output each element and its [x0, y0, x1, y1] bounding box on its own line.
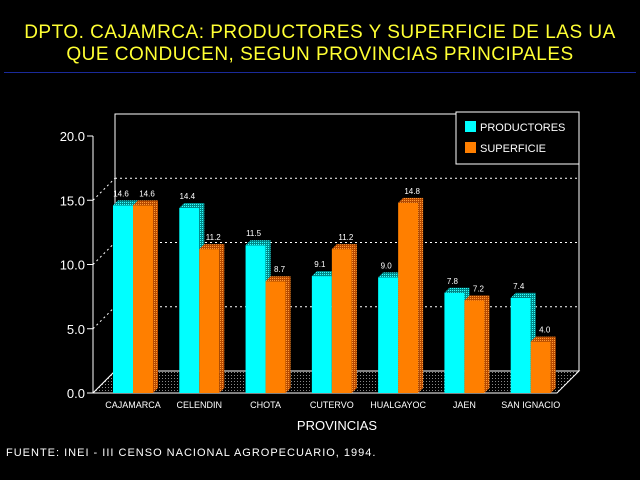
- bar-superficie: [199, 249, 220, 393]
- data-label: 7.8: [447, 277, 459, 286]
- x-tick-label: CELENDIN: [177, 400, 223, 410]
- data-label: 8.7: [274, 265, 286, 274]
- bar-productores: [444, 292, 465, 393]
- data-label: 14.8: [404, 187, 420, 196]
- bar-top: [199, 244, 225, 250]
- data-label: 14.4: [179, 192, 195, 201]
- bar-side: [153, 200, 158, 393]
- chart-bars: [113, 197, 556, 393]
- bar-side: [550, 336, 556, 393]
- data-label: 4.0: [539, 326, 551, 335]
- title-divider: [4, 72, 636, 73]
- bar-productores: [510, 297, 531, 393]
- y-tick-label: 5.0: [67, 322, 85, 337]
- y-tick-label: 15.0: [60, 193, 85, 208]
- bar-top: [311, 271, 337, 277]
- bar-productores: [113, 205, 133, 393]
- y-tick-label: 10.0: [60, 258, 85, 273]
- legend-box: [455, 111, 580, 165]
- bar-top: [398, 197, 424, 203]
- bar-top: [179, 202, 205, 208]
- data-label: 11.2: [338, 233, 354, 242]
- bar-top: [133, 200, 158, 206]
- legend-label: SUPERFICIE: [480, 143, 546, 155]
- bar-side: [484, 295, 490, 393]
- data-label: 11.5: [246, 229, 262, 238]
- bar-top: [464, 295, 490, 301]
- bar-superficie: [133, 205, 153, 393]
- bar-side: [285, 276, 291, 393]
- bar-superficie: [398, 202, 419, 393]
- bar-top: [510, 292, 536, 298]
- bar-top: [245, 240, 271, 246]
- bar-productores: [378, 277, 399, 393]
- x-tick-label: CUTERVO: [310, 400, 354, 410]
- x-tick-label: JAEN: [453, 400, 476, 410]
- chart-title-line2: QUE CONDUCEN, SEGUN PROVINCIAS PRINCIPAL…: [66, 44, 574, 65]
- bar-side: [219, 244, 225, 393]
- data-label: 7.4: [513, 282, 525, 291]
- bar-superficie: [265, 281, 286, 393]
- bar-superficie: [530, 341, 551, 393]
- bar-productores: [311, 276, 332, 393]
- bar-side: [351, 244, 357, 393]
- bar-top: [113, 200, 138, 206]
- bar-superficie: [331, 249, 352, 393]
- bar-productores: [179, 207, 200, 393]
- bar-top: [444, 287, 470, 293]
- bar-top: [530, 336, 556, 342]
- x-tick-label: HUALGAYOC: [370, 400, 426, 410]
- gridline-depth: [92, 306, 116, 330]
- legend-swatch-superficie: [465, 142, 476, 153]
- bar-productores: [245, 245, 266, 393]
- gridline-depth: [92, 177, 116, 201]
- chart-legend: PRODUCTORES SUPERFICIE: [455, 111, 580, 165]
- data-label: 14.6: [139, 189, 155, 198]
- bar-top: [331, 244, 357, 250]
- data-label: 9.1: [314, 260, 326, 269]
- gridline-depth: [92, 242, 116, 265]
- y-tick-label: 0.0: [67, 386, 85, 401]
- bar-top: [378, 272, 404, 278]
- bar-side: [418, 197, 424, 393]
- x-tick-label: CAJAMARCA: [105, 400, 161, 410]
- y-tick-label: 20.0: [60, 129, 85, 144]
- x-tick-label: SAN IGNACIO: [501, 400, 560, 410]
- legend-label: PRODUCTORES: [480, 122, 565, 134]
- x-axis-title: PROVINCIAS: [297, 418, 378, 433]
- chart-title-line1: DPTO. CAJAMRCA: PRODUCTORES Y SUPERFICIE…: [24, 22, 616, 43]
- bar-top: [265, 276, 291, 282]
- x-tick-label: CHOTA: [250, 400, 281, 410]
- data-label: 7.2: [473, 284, 485, 293]
- data-label: 14.6: [113, 189, 129, 198]
- source-note: FUENTE: INEI - III CENSO NACIONAL AGROPE…: [6, 447, 377, 459]
- data-label: 9.0: [381, 261, 393, 270]
- chart-labels: 14.6 14.6 CAJAMARCA 14.4 11.2 CELENDIN 11.5 8.7…: [105, 187, 560, 433]
- data-label: 11.2: [206, 233, 222, 242]
- legend-swatch-productores: [465, 121, 476, 132]
- bar-superficie: [464, 300, 485, 393]
